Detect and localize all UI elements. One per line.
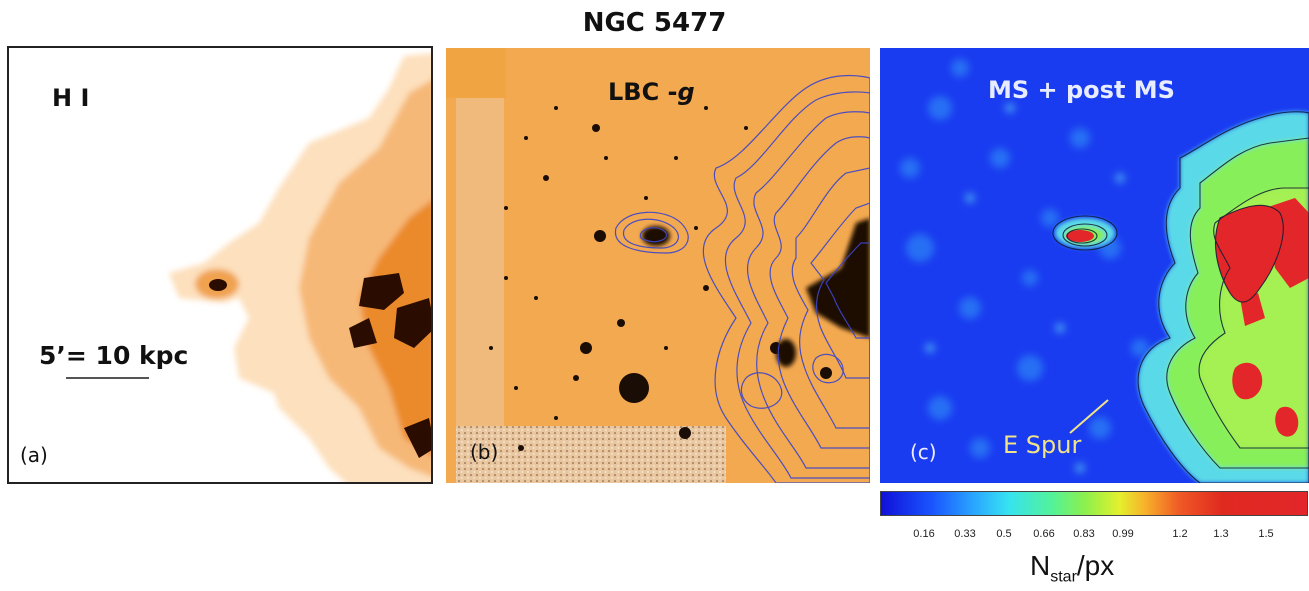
colorbar-tick: 0.83 — [1073, 528, 1095, 540]
density-map-image — [900, 59, 1309, 483]
colorbar-tick: 0.5 — [996, 528, 1012, 540]
colorbar-tick: 0.99 — [1112, 528, 1134, 540]
optical-image — [446, 48, 870, 483]
panel-c-letter: (c) — [910, 440, 937, 464]
hi-label: H I — [52, 84, 90, 112]
panel-b-letter: (b) — [470, 440, 499, 464]
colorbar-label: Nstar/px — [1030, 550, 1115, 586]
ms-post-ms-label: MS + post MS — [988, 76, 1175, 104]
colorbar-tick: 0.16 — [913, 528, 935, 540]
e-spur-label: E Spur — [1003, 431, 1082, 459]
colorbar — [880, 491, 1308, 516]
hi-map-image — [66, 53, 431, 482]
colorbar-tick: 0.33 — [954, 528, 976, 540]
colorbar-tick: 0.66 — [1033, 528, 1055, 540]
colorbar-tick: 1.5 — [1258, 528, 1274, 540]
panel-a-letter: (a) — [20, 443, 48, 467]
colorbar-tick: 1.3 — [1213, 528, 1229, 540]
colorbar-tick: 1.2 — [1172, 528, 1188, 540]
figure-title: NGC 5477 — [582, 8, 727, 38]
panel-c-density-map: MS + post MS E Spur (c) — [880, 48, 1309, 483]
scale-bar-label: 5’= 10 kpc — [39, 341, 189, 370]
panel-a-hi-map: H I 5’= 10 kpc (a) — [7, 46, 433, 484]
panel-b-optical-image: LBC -g (b) — [446, 48, 870, 483]
lbc-g-label: LBC -g — [608, 78, 695, 106]
